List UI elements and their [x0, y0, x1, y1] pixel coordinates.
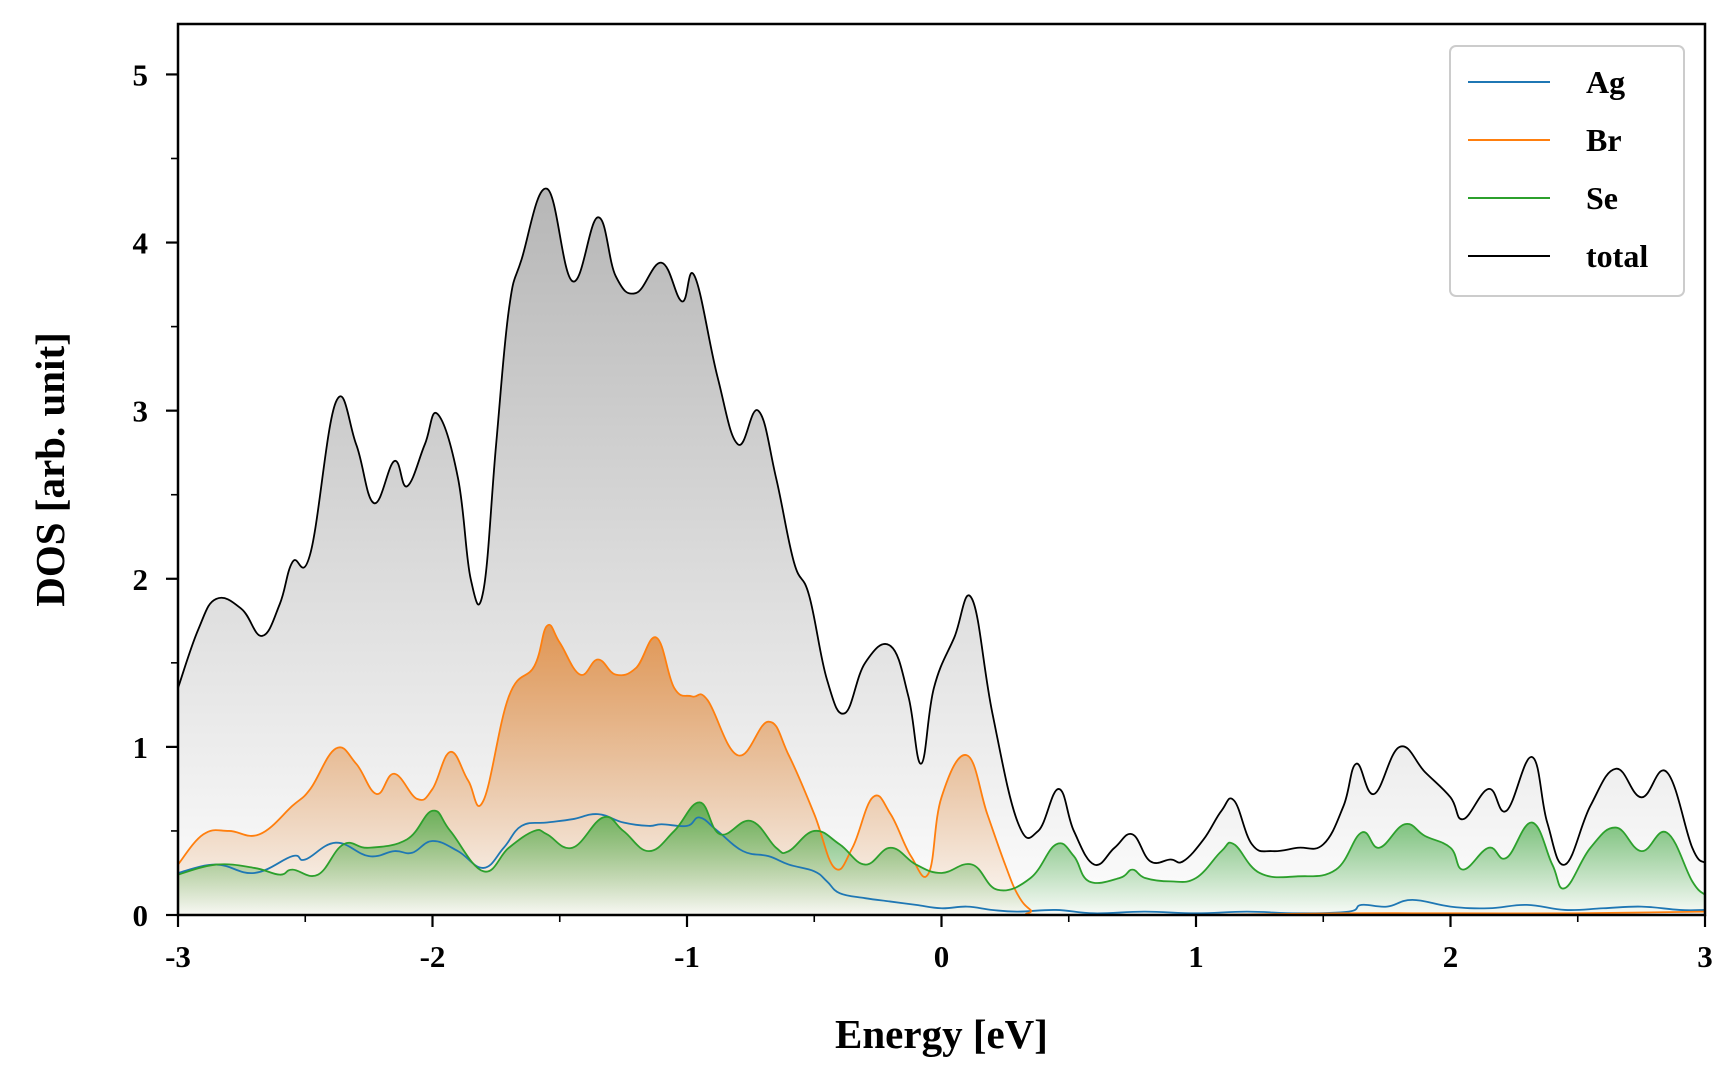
area-fill-se: [178, 802, 1705, 915]
series-line-se: [178, 801, 1705, 896]
x-tick-label: 0: [934, 939, 950, 974]
y-tick-label: 0: [133, 898, 149, 933]
x-tick-label: -2: [420, 939, 446, 974]
series-lines: [178, 187, 1705, 915]
y-tick-label: 5: [133, 57, 149, 92]
y-axis-title: DOS [arb. unit]: [27, 332, 73, 607]
x-tick-label: -1: [674, 939, 700, 974]
series-line-ag: [178, 813, 1705, 915]
legend-label-total: total: [1586, 238, 1648, 274]
y-tick-label: 1: [133, 730, 149, 765]
series-fills: [178, 188, 1705, 915]
legend-label-ag: Ag: [1586, 64, 1625, 100]
y-tick-label: 4: [133, 226, 149, 261]
legend-label-se: Se: [1586, 180, 1618, 216]
x-tick-label: -3: [165, 939, 191, 974]
y-tick-label: 2: [133, 562, 149, 597]
series-line-total: [178, 187, 1705, 866]
x-tick-label: 2: [1443, 939, 1459, 974]
y-tick-label: 3: [133, 394, 149, 429]
x-axis-title: Energy [eV]: [835, 1011, 1048, 1057]
series-line-br: [178, 623, 1705, 915]
legend: Ag Br Se total: [1449, 45, 1685, 297]
area-fill-br: [178, 624, 1705, 915]
x-tick-label: 1: [1188, 939, 1204, 974]
legend-box: [1449, 45, 1685, 297]
legend-label-br: Br: [1586, 122, 1622, 158]
x-tick-label: 3: [1697, 939, 1713, 974]
axis-ticks: -3 -2 -1 0 1 2 3 0 1 2 3 4 5: [133, 57, 1713, 974]
